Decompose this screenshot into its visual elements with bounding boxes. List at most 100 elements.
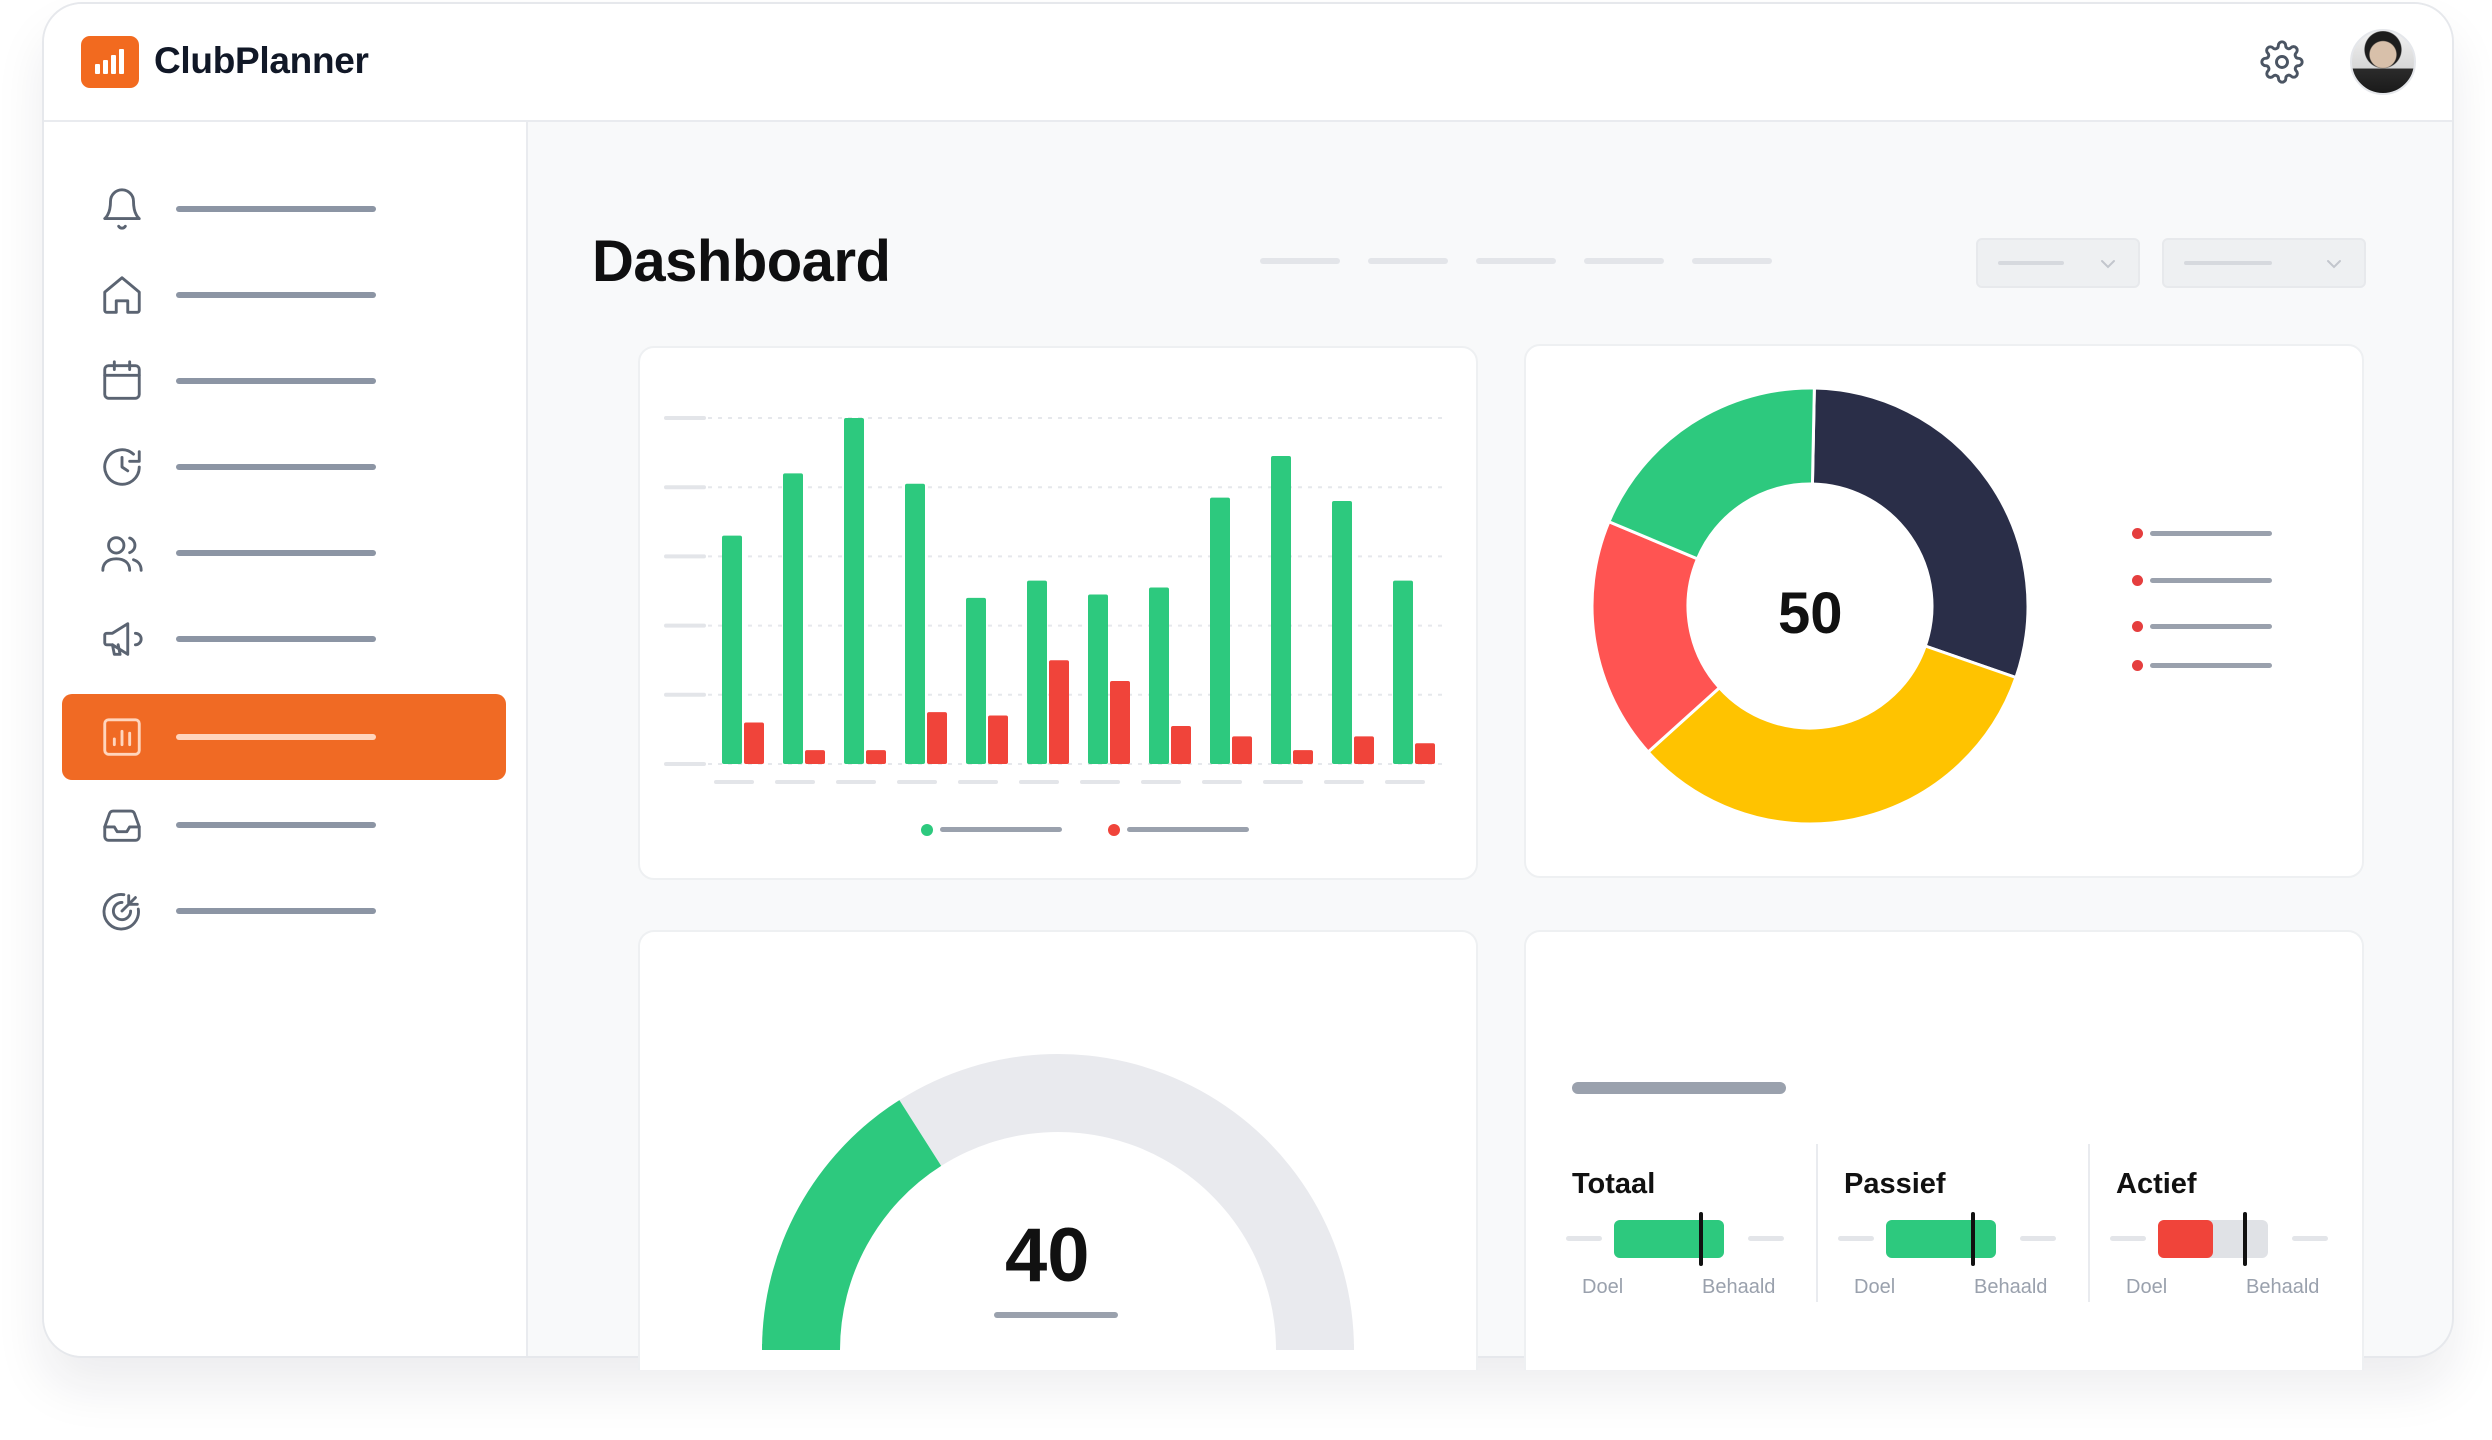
sidebar-item-goals[interactable]	[62, 868, 506, 954]
kpi-passief: Passief Doel Behaald	[1838, 1140, 2114, 1310]
sidebar-item-members[interactable]	[62, 510, 506, 596]
x-tick-label	[714, 780, 754, 784]
divider	[1816, 1144, 1818, 1302]
sidebar-item-label	[176, 464, 376, 470]
gauge-fill	[762, 1100, 942, 1350]
sidebar-item-notifications[interactable]	[62, 166, 506, 252]
legend-marker-series-1	[921, 824, 933, 836]
gauge-track	[899, 1054, 1354, 1350]
legend-label-series-2	[1127, 827, 1249, 832]
home-icon	[99, 272, 145, 318]
y-tick-label	[664, 623, 706, 628]
x-tick-label	[836, 780, 876, 784]
avatar[interactable]	[2350, 29, 2416, 95]
kpi-track	[2110, 1236, 2146, 1241]
chevron-down-icon	[2327, 260, 2341, 269]
megaphone-icon	[99, 616, 145, 662]
bar-series-1	[783, 473, 803, 764]
kpi-target-marker	[2242, 1212, 2247, 1266]
bar-series-1	[844, 418, 864, 764]
donut-center-value: 50	[1778, 581, 1843, 646]
tab-2[interactable]	[1368, 258, 1448, 264]
kpi-behaald-label: Behaald	[2246, 1276, 2320, 1298]
bar-series-2	[1171, 725, 1191, 764]
kpi-label: Actief	[2116, 1168, 2197, 1200]
sidebar-item-label	[176, 206, 376, 212]
bar-series-2	[866, 750, 886, 764]
x-tick-label	[958, 780, 998, 784]
bar-series-2	[988, 715, 1008, 764]
bar-series-2	[744, 722, 764, 764]
kpi-label: Passief	[1844, 1168, 1946, 1200]
kpi-track	[1566, 1236, 1602, 1241]
x-tick-label	[1385, 780, 1425, 784]
bar-series-2	[805, 750, 825, 764]
x-tick-label	[1141, 780, 1181, 784]
bar-chart	[664, 416, 1446, 784]
sidebar-item-label	[176, 550, 376, 556]
sidebar-item-reports[interactable]	[62, 694, 506, 780]
bar-series-1	[722, 535, 742, 764]
donut-slice-1	[1810, 386, 2030, 680]
kpi-target-marker	[1970, 1212, 1975, 1266]
clubplanner-logo-icon[interactable]	[81, 36, 139, 88]
x-tick-label	[897, 780, 937, 784]
donut-slice-4	[1606, 386, 1816, 561]
legend-marker	[2132, 575, 2143, 586]
donut-slice-3	[1590, 519, 1722, 755]
bell-icon	[99, 186, 145, 232]
tab-1[interactable]	[1260, 258, 1340, 264]
sidebar-item-inbox[interactable]	[62, 782, 506, 868]
legend-label	[2150, 624, 2272, 629]
sidebar-item-label	[176, 908, 376, 914]
kpi-bar-fill	[1886, 1220, 1996, 1258]
sidebar-item-history[interactable]	[62, 424, 506, 510]
bar-series-1	[1149, 587, 1169, 764]
filter-dropdown-1[interactable]	[1976, 238, 2140, 288]
kpi-actief: Actief Doel Behaald	[2110, 1140, 2386, 1310]
y-tick-label	[664, 485, 706, 490]
kpi-bar-fill	[2158, 1220, 2213, 1258]
legend-label	[2150, 531, 2272, 536]
gauge-value: 40	[1005, 1213, 1090, 1298]
x-tick-label	[1019, 780, 1059, 784]
bar-series-2	[1293, 750, 1313, 764]
gear-icon[interactable]	[2260, 40, 2304, 84]
kpi-label: Totaal	[1572, 1168, 1656, 1200]
tab-5[interactable]	[1692, 258, 1772, 264]
sidebar-item-home[interactable]	[62, 252, 506, 338]
kpi-track	[2292, 1236, 2328, 1241]
bar-series-1	[1271, 456, 1291, 764]
sidebar	[44, 122, 528, 1356]
bar-series-1	[1088, 594, 1108, 764]
sidebar-item-label	[176, 734, 376, 740]
top-bar: ClubPlanner	[44, 4, 2452, 122]
kpi-track	[1748, 1236, 1784, 1241]
tab-4[interactable]	[1584, 258, 1664, 264]
sidebar-item-marketing[interactable]	[62, 596, 506, 682]
legend-label	[2150, 663, 2272, 668]
dropdown-value	[1998, 261, 2064, 265]
sidebar-item-calendar[interactable]	[62, 338, 506, 424]
bar-series-1	[905, 483, 925, 764]
inbox-icon	[99, 802, 145, 848]
page-title: Dashboard	[592, 229, 891, 294]
bar-series-2	[1110, 680, 1130, 764]
donut-slice-2	[1646, 644, 2018, 826]
y-tick-label	[664, 692, 706, 697]
tab-3[interactable]	[1476, 258, 1556, 264]
sidebar-item-label	[176, 822, 376, 828]
bar-series-1	[966, 597, 986, 764]
x-tick-label	[1202, 780, 1242, 784]
x-tick-label	[1324, 780, 1364, 784]
card-heading	[1572, 1082, 1786, 1094]
filter-dropdown-2[interactable]	[2162, 238, 2366, 288]
bar-series-1	[1210, 497, 1230, 764]
bar-series-2	[1354, 736, 1374, 764]
donut-chart	[1590, 386, 2030, 826]
app-name: ClubPlanner	[154, 40, 369, 81]
target-icon	[99, 888, 145, 934]
kpi-doel-label: Doel	[1854, 1276, 1896, 1298]
y-tick-label	[664, 554, 706, 559]
y-tick-label	[664, 416, 706, 420]
